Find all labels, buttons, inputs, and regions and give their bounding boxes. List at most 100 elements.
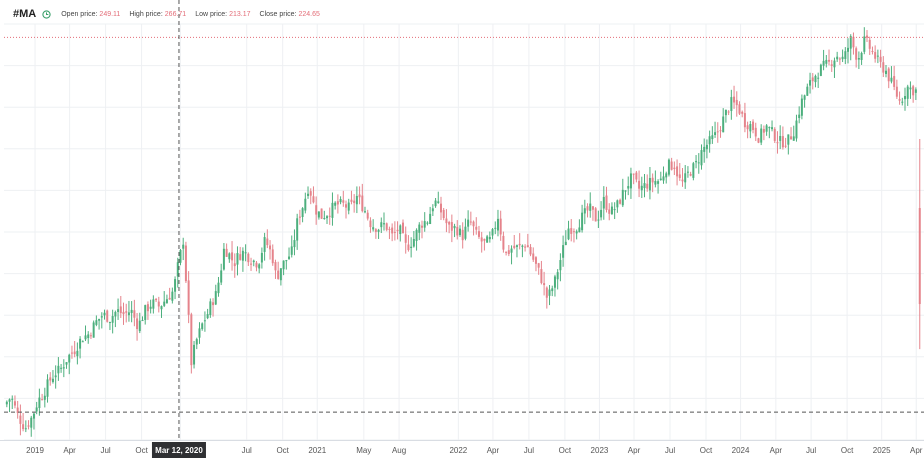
- candle-body-96: [266, 238, 269, 246]
- candle-body-237: [648, 177, 651, 191]
- candle-body-145: [399, 225, 402, 235]
- candle-body-322: [879, 56, 882, 62]
- candle-body-25: [73, 351, 76, 355]
- candle-body-29: [84, 335, 87, 340]
- candle-body-20: [60, 367, 63, 369]
- candle-body-65: [182, 244, 185, 249]
- x-tick-label-16: Jul: [665, 446, 675, 455]
- candle-body-221: [605, 195, 608, 210]
- crosshair-date-box: [151, 442, 206, 458]
- candle-body-164: [450, 222, 453, 231]
- candle-body-76: [212, 302, 215, 306]
- candle-body-146: [401, 222, 404, 234]
- low-price-label: Low price:: [195, 10, 228, 18]
- candle-body-314: [857, 58, 860, 60]
- candle-body-287: [784, 145, 787, 147]
- candle-body-40: [114, 311, 117, 317]
- candle-body-306: [836, 56, 839, 60]
- candle-body-135: [372, 227, 375, 230]
- candle-body-329: [898, 99, 901, 101]
- candle-body-140: [385, 223, 388, 230]
- candle-body-213: [583, 208, 586, 214]
- candle-body-138: [380, 222, 383, 228]
- candle-body-246: [673, 167, 676, 169]
- candle-body-88: [244, 252, 247, 254]
- chart-header: #MA Open price: 249.11 High price: 266.7…: [13, 6, 329, 22]
- candle-body-118: [326, 216, 329, 219]
- candle-body-262: [716, 131, 719, 133]
- candle-body-290: [792, 136, 795, 141]
- candle-body-106: [293, 240, 296, 248]
- candle-body-324: [885, 70, 888, 74]
- candle-body-21: [62, 367, 65, 369]
- candle-body-277: [757, 138, 760, 143]
- candle-body-307: [838, 58, 841, 60]
- high-price-label: High price:: [129, 10, 163, 18]
- candle-body-215: [589, 203, 592, 211]
- candle-body-218: [597, 219, 600, 221]
- candle-body-53: [149, 306, 152, 309]
- candle-body-111: [307, 193, 310, 196]
- candle-body-266: [727, 111, 730, 113]
- candle-body-94: [260, 252, 263, 263]
- candle-body-182: [499, 218, 502, 235]
- symbol-label[interactable]: #MA: [13, 8, 37, 20]
- candle-body-70: [195, 339, 198, 345]
- candle-body-61: [171, 291, 174, 301]
- candle-body-281: [768, 127, 771, 129]
- candle-body-301: [822, 60, 825, 66]
- candle-body-45: [127, 312, 130, 316]
- candle-body-101: [279, 268, 282, 281]
- x-tick-label-22: 2025: [873, 446, 891, 455]
- candle-body-197: [540, 269, 543, 284]
- candle-body-276: [754, 127, 757, 137]
- candle-body-226: [619, 199, 622, 204]
- candle-body-278: [760, 128, 763, 143]
- candle-body-253: [692, 163, 695, 178]
- candle-body-62: [174, 279, 177, 292]
- candle-body-223: [610, 206, 613, 215]
- candle-body-126: [347, 202, 350, 211]
- candle-body-137: [377, 229, 380, 232]
- candle-body-251: [686, 171, 689, 173]
- candle-body-108: [298, 216, 301, 218]
- candle-body-331: [904, 96, 907, 100]
- candle-body-63: [176, 262, 179, 277]
- candle-body-248: [678, 174, 681, 178]
- candle-body-267: [730, 97, 733, 111]
- candle-body-90: [250, 263, 253, 265]
- candle-body-203: [556, 272, 559, 280]
- candle-body-149: [410, 246, 413, 249]
- candle-body-286: [781, 136, 784, 148]
- x-tick-label-15: Apr: [628, 446, 641, 455]
- high-price-value: 266.71: [164, 10, 187, 18]
- candle-body-59: [165, 299, 168, 304]
- candle-body-188: [515, 245, 518, 247]
- candle-body-193: [529, 246, 532, 255]
- candle-body-48: [136, 318, 139, 330]
- candle-body-308: [841, 56, 844, 60]
- candle-body-328: [895, 86, 898, 97]
- clock-icon[interactable]: [42, 9, 51, 19]
- x-tick-label-3: Oct: [135, 446, 148, 455]
- candle-body-44: [125, 311, 128, 313]
- candle-body-292: [798, 114, 801, 119]
- candle-body-291: [795, 120, 798, 139]
- candle-body-136: [374, 229, 377, 232]
- candle-body-14: [43, 395, 46, 400]
- candle-body-24: [70, 352, 73, 354]
- candle-body-232: [635, 172, 638, 180]
- candle-body-95: [263, 237, 266, 252]
- candle-body-205: [562, 245, 565, 258]
- candle-body-168: [461, 229, 464, 241]
- candle-body-129: [355, 195, 358, 205]
- candle-body-240: [657, 181, 660, 184]
- candle-body-0: [5, 401, 8, 405]
- candle-body-109: [301, 208, 304, 218]
- candle-body-320: [874, 52, 877, 59]
- candle-body-71: [198, 328, 201, 338]
- candle-body-152: [418, 224, 421, 233]
- candle-body-207: [567, 228, 570, 240]
- candle-body-321: [876, 55, 879, 57]
